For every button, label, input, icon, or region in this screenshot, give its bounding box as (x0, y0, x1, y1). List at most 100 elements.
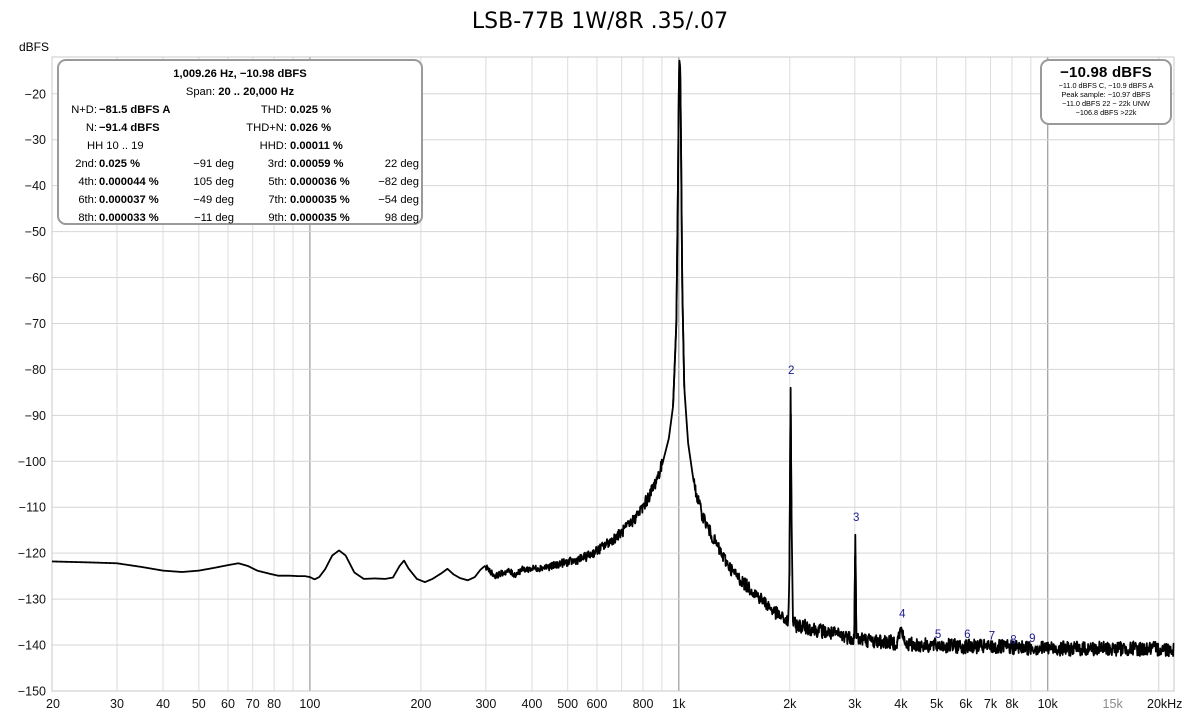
x-tick-label: 7k (984, 697, 998, 711)
hhd-value: 0.00011 % (290, 140, 343, 152)
spectrum-trace (51, 60, 1175, 658)
level-weighted: −11.0 dBFS C, −10.9 dBFS A (1058, 81, 1154, 90)
harmonic-label: 3rd: (267, 158, 287, 170)
x-tick-label: 600 (586, 697, 607, 711)
stats-row-n: N: −91.4 dBFS THD+N: 0.026 % (59, 119, 421, 137)
x-tick-label: 20 (46, 697, 60, 711)
thd-label: THD: (260, 104, 287, 116)
x-tick-label: 500 (557, 697, 578, 711)
plot-frame (51, 56, 1175, 692)
harmonic-label: 6th: (78, 194, 97, 206)
harmonic-label: 7th: (268, 194, 287, 206)
harmonic-peak (853, 533, 858, 639)
x-tick-label: 40 (156, 697, 170, 711)
harmonic-phase: 105 deg (193, 176, 234, 188)
n-value: −91.4 dBFS (99, 122, 160, 134)
x-tick-label: 6k (959, 697, 973, 711)
y-tick-label: −70 (25, 317, 46, 331)
x-tick-label: 3k (848, 697, 862, 711)
distortion-stats-panel: 1,009.26 Hz, −10.98 dBFS Span: 20 .. 20,… (57, 59, 423, 225)
harmonic-number-label: 6 (964, 629, 970, 641)
hhd-label: HHD: (259, 140, 287, 152)
level-panel: −10.98 dBFS −11.0 dBFS C, −10.9 dBFS A P… (1040, 59, 1172, 125)
x-tick-label: 60 (221, 697, 235, 711)
span-readout: Span: 20 .. 20,000 Hz (59, 83, 421, 101)
harmonic-row: 6th: 0.000037 % −49 deg 7th: 0.000035 % −54 d… (59, 191, 421, 209)
thd-value: 0.025 % (290, 104, 332, 116)
span-label: Span: (185, 86, 216, 98)
harmonic-phase: −54 deg (378, 194, 419, 206)
level-main-value: −10.98 dBFS (1060, 64, 1152, 81)
harmonic-value: 0.000035 % (290, 194, 350, 206)
harmonic-value: 0.00059 % (290, 158, 344, 170)
harmonic-phase: −49 deg (193, 194, 234, 206)
harmonic-peak (895, 626, 906, 645)
y-tick-label: −30 (25, 133, 46, 147)
stats-row-hh: HH 10 .. 19 HHD: 0.00011 % (59, 137, 421, 155)
harmonic-value: 0.000035 % (290, 212, 350, 224)
y-tick-label: −20 (25, 87, 46, 101)
x-tick-label: 300 (475, 697, 496, 711)
harmonic-number-label: 9 (1029, 633, 1035, 645)
harmonic-row: 2nd: 0.025 % −91 deg 3rd: 0.00059 % 22 deg (59, 155, 421, 173)
harmonic-number-label: 7 (989, 631, 995, 643)
y-axis-label: dBFS (19, 40, 49, 54)
x-tick-labels: 20 30 40 50 60 70 80 100 200 300 400 500 600 800 1k 2k 3… (46, 697, 1182, 711)
x-tick-label: 4k (894, 697, 908, 711)
stats-row-nd: N+D: −81.5 dBFS A THD: 0.025 % (59, 101, 421, 119)
x-tick-label: 5k (930, 697, 944, 711)
harmonic-phase: 98 deg (384, 212, 419, 224)
x-tick-label: 8k (1005, 697, 1019, 711)
y-tick-label: −120 (18, 547, 46, 561)
nd-label: N+D: (71, 104, 97, 116)
harmonic-number-label: 3 (853, 512, 859, 524)
harmonic-value: 0.000037 % (99, 194, 159, 206)
harmonic-value: 0.000044 % (99, 176, 159, 188)
harmonic-number-label: 5 (935, 629, 941, 641)
x-tick-label: 2k (783, 697, 797, 711)
x-tick-label: 70 (246, 697, 260, 711)
y-tick-label: −140 (18, 639, 46, 653)
x-tick-label: 200 (410, 697, 431, 711)
x-tick-label: 50 (192, 697, 206, 711)
x-tick-label: 1k (672, 697, 686, 711)
x-tick-label: 30 (110, 697, 124, 711)
harmonic-row: 4th: 0.000044 % 105 deg 5th: 0.000036 % −82 d… (59, 173, 421, 191)
harmonic-label: 4th: (78, 176, 97, 188)
harmonic-phase: −91 deg (193, 158, 234, 170)
x-tick-label: 10k (1038, 697, 1059, 711)
x-tick-label: 15k (1103, 697, 1124, 711)
harmonic-peak (788, 386, 793, 577)
harmonic-label: 2nd: (75, 158, 97, 170)
y-tick-label: −60 (25, 271, 46, 285)
harmonic-number-label: 2 (788, 365, 794, 377)
harmonic-value: 0.000036 % (290, 176, 350, 188)
x-tick-label: 100 (299, 697, 320, 711)
harmonic-labels: 2 3 4 5 6 7 8 9 (788, 365, 1035, 647)
fundamental-readout: 1,009.26 Hz, −10.98 dBFS (173, 68, 307, 80)
harmonic-phase: −82 deg (378, 176, 419, 188)
harmonic-label: 8th: (78, 212, 97, 224)
hh-label: HH 10 .. 19 (87, 140, 144, 152)
nd-value: −81.5 dBFS A (99, 104, 171, 116)
harmonic-row: 8th: 0.000033 % −11 deg 9th: 0.000035 % 98 de… (59, 209, 421, 227)
harmonics-table: 2nd: 0.025 % −91 deg 3rd: 0.00059 % 22 deg 4th… (59, 155, 421, 227)
harmonic-label: 5th: (268, 176, 287, 188)
harmonic-phase: 22 deg (384, 158, 419, 170)
y-tick-label: −150 (18, 685, 46, 699)
span-value: 20 .. 20,000 Hz (218, 86, 295, 98)
level-above-22k: −106.8 dBFS >22k (1075, 108, 1137, 117)
harmonic-peak (672, 59, 686, 407)
harmonic-number-label: 8 (1010, 635, 1016, 647)
y-tick-label: −40 (25, 179, 46, 193)
y-tick-label: −50 (25, 225, 46, 239)
x-tick-label: 20kHz (1147, 697, 1182, 711)
y-tick-label: −110 (19, 501, 46, 515)
x-tick-label: 800 (633, 697, 654, 711)
y-tick-label: −80 (25, 363, 46, 377)
x-tick-label: 80 (267, 697, 281, 711)
level-peak-sample: Peak sample: −10.97 dBFS (1061, 90, 1151, 99)
harmonic-phase: −11 deg (194, 212, 234, 224)
y-tick-label: −90 (25, 409, 46, 423)
